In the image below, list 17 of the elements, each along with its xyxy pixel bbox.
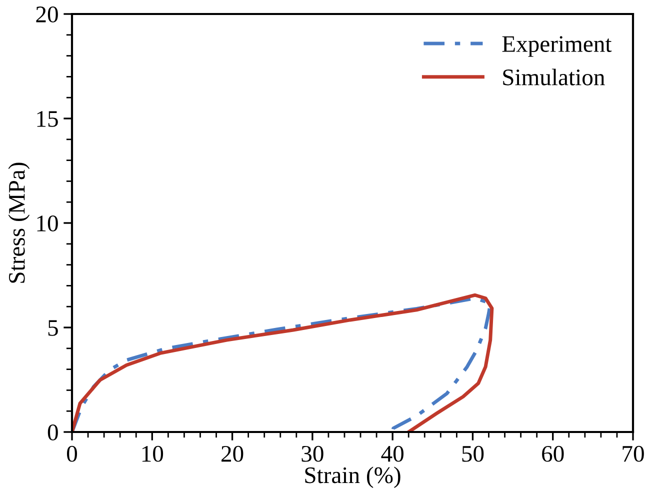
x-axis-title: Strain (%) (305, 466, 400, 488)
legend-label: Simulation (503, 68, 605, 86)
legend-label: Experiment (502, 36, 612, 57)
y-tick-label: 0 (48, 424, 58, 440)
y-axis-title: Stress (MPa) (8, 162, 30, 283)
y-tick-label: 20 (36, 6, 58, 22)
x-tick-label: 40 (381, 446, 404, 462)
x-tick-label: 20 (222, 446, 244, 462)
x-tick-label: 70 (622, 446, 644, 462)
y-tick-label: 5 (48, 320, 58, 336)
x-tick-label: 60 (542, 446, 564, 462)
y-tick-label: 15 (37, 111, 58, 127)
x-tick-label: 0 (66, 446, 78, 462)
x-tick-label: 50 (462, 446, 484, 462)
x-tick-label: 30 (302, 446, 324, 462)
y-tick-label: 10 (37, 215, 58, 232)
x-tick-label: 10 (142, 446, 164, 462)
